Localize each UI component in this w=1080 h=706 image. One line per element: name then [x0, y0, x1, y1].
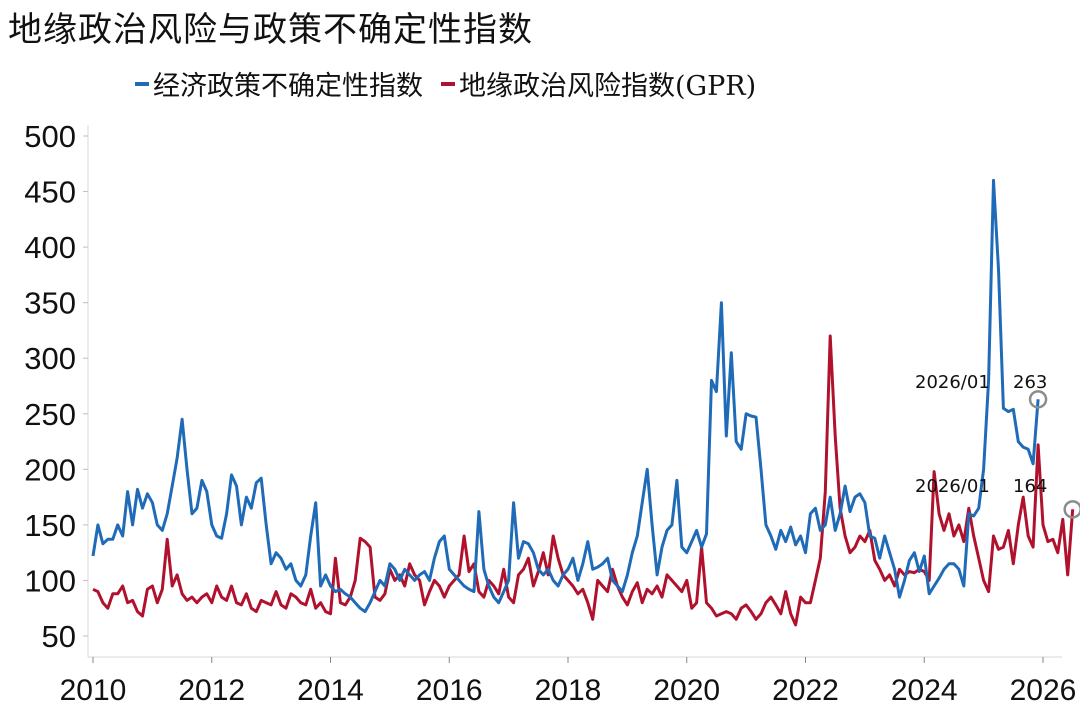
x-tick-label: 2014 [297, 674, 364, 706]
gpr-end-marker-icon [1063, 500, 1080, 519]
y-tick-label: 500 [24, 119, 76, 154]
x-tick-label: 2022 [772, 674, 839, 706]
y-tick-label: 400 [24, 230, 76, 265]
annotation-epu-date: 2026/01 [915, 372, 990, 393]
y-tick-label: 100 [24, 563, 76, 598]
y-tick-label: 250 [24, 397, 76, 432]
x-tick-label: 2010 [60, 674, 127, 706]
x-tick-label: 2018 [535, 674, 602, 706]
legend-swatch-epu [135, 81, 149, 86]
legend-label-epu: 经济政策不确定性指数 [153, 71, 423, 102]
x-tick-label: 2016 [416, 674, 483, 706]
annotation-epu-value: 263 [1013, 372, 1047, 393]
chart-annotations: 2026/01 263 2026/01 164 [915, 372, 1080, 519]
y-tick-label: 450 [24, 175, 76, 210]
x-tick-label: 2020 [653, 674, 720, 706]
epu-line [91, 178, 1040, 614]
y-tick-label: 350 [24, 286, 76, 321]
y-tick-label: 200 [24, 452, 76, 487]
annotation-gpr-value: 164 [1013, 476, 1047, 497]
y-tick-label: 50 [42, 619, 76, 654]
x-tick-label: 2024 [891, 674, 958, 706]
gpr-line [92, 334, 1075, 627]
legend-label-gpr: 地缘政治风险指数(GPR) [459, 71, 757, 102]
y-tick-label: 300 [24, 341, 76, 376]
legend-item-epu: 经济政策不确定性指数 [135, 64, 423, 103]
annotation-gpr-date: 2026/01 [915, 476, 990, 497]
epu-end-marker-icon [1028, 390, 1048, 409]
y-tick-label: 150 [24, 508, 76, 543]
chart-legend: 经济政策不确定性指数 地缘政治风险指数(GPR) [135, 64, 774, 103]
chart-title: 地缘政治风险与政策不确定性指数 [8, 10, 533, 50]
legend-item-gpr: 地缘政治风险指数(GPR) [441, 64, 756, 103]
x-tick-label: 2012 [178, 674, 245, 706]
x-tick-label: 2026 [1010, 674, 1077, 706]
legend-swatch-gpr [441, 81, 455, 86]
chart-lines [91, 178, 1075, 627]
chart-axes: 50 100 150 200 250 300 350 400 450 500 2010 2012 201… [24, 119, 1076, 706]
